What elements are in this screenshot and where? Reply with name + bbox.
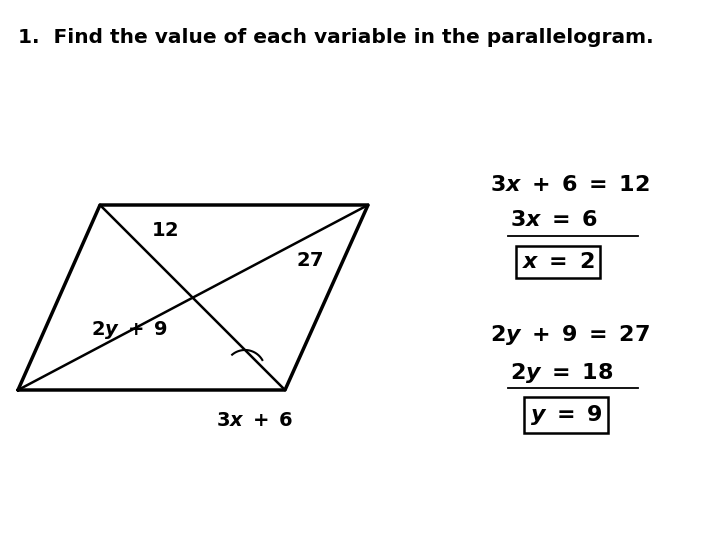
Text: $\mathbf{3}\boldsymbol{x}\mathbf{\ =\ 6}$: $\mathbf{3}\boldsymbol{x}\mathbf{\ =\ 6}… (510, 210, 598, 230)
Text: $\mathbf{2}\boldsymbol{y}\mathbf{\ +\ 9\ =\ 27}$: $\mathbf{2}\boldsymbol{y}\mathbf{\ +\ 9\… (490, 323, 650, 347)
Text: 1.  Find the value of each variable in the parallelogram.: 1. Find the value of each variable in th… (18, 28, 654, 47)
Text: $\mathbf{27}$: $\mathbf{27}$ (296, 251, 324, 269)
Text: $\mathbf{2}\boldsymbol{y}\mathbf{\ +\ 9}$: $\mathbf{2}\boldsymbol{y}\mathbf{\ +\ 9}… (91, 319, 168, 341)
Text: $\mathbf{12}$: $\mathbf{12}$ (151, 220, 179, 240)
Text: $\mathbf{3}\boldsymbol{x}\mathbf{\ +\ 6\ =\ 12}$: $\mathbf{3}\boldsymbol{x}\mathbf{\ +\ 6\… (490, 175, 650, 195)
Text: $\mathbf{}\boldsymbol{x}\mathbf{\ =\ 2}$: $\mathbf{}\boldsymbol{x}\mathbf{\ =\ 2}$ (522, 252, 595, 272)
Text: $\mathbf{2}\boldsymbol{y}\mathbf{\ =\ 18}$: $\mathbf{2}\boldsymbol{y}\mathbf{\ =\ 18… (510, 361, 613, 385)
Text: $\mathbf{}\boldsymbol{y}\mathbf{\ =\ 9}$: $\mathbf{}\boldsymbol{y}\mathbf{\ =\ 9}$ (530, 403, 602, 427)
Text: $\mathbf{3}\boldsymbol{x}\mathbf{\ +\ 6}$: $\mathbf{3}\boldsymbol{x}\mathbf{\ +\ 6}… (216, 410, 294, 429)
